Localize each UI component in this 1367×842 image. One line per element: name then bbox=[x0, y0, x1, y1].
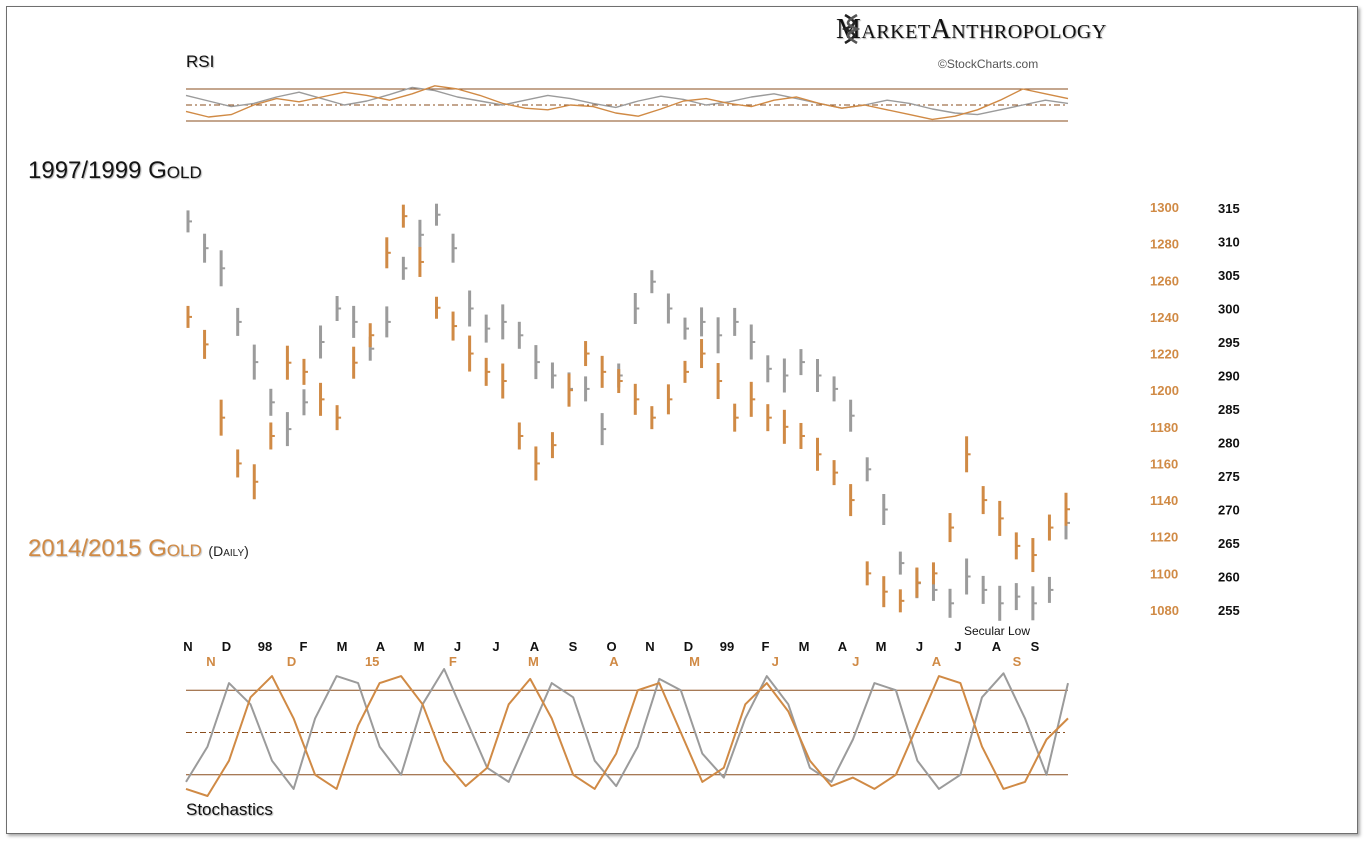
x-tick-2014-10: S bbox=[1013, 654, 1022, 669]
x-tick-1997-3: F bbox=[300, 639, 308, 654]
source-credit: ©StockCharts.com bbox=[938, 57, 1039, 71]
x-tick-1997-20: J bbox=[954, 639, 961, 654]
brand-logo: Market Anthropology bbox=[836, 14, 1107, 46]
stoch-series-1997 bbox=[185, 668, 1069, 790]
x-tick-1997-10: S bbox=[569, 639, 578, 654]
y-tick-2014-1140: 1140 bbox=[1150, 493, 1178, 508]
y-tick-2014-1280: 1280 bbox=[1150, 237, 1179, 252]
stoch-series-2014 bbox=[185, 675, 1069, 797]
rsi-series-2014 bbox=[185, 85, 1069, 121]
x-tick-1997-5: A bbox=[376, 639, 386, 654]
y-tick-2014-1180: 1180 bbox=[1150, 420, 1178, 435]
x-tick-2014-9: A bbox=[932, 654, 942, 669]
x-tick-1997-2: 98 bbox=[258, 639, 272, 654]
x-tick-1997-4: M bbox=[337, 639, 348, 654]
price-series-2014 bbox=[186, 204, 1070, 613]
x-tick-1997-12: N bbox=[645, 639, 654, 654]
brand-word-right: Anthropology bbox=[930, 14, 1107, 45]
y-tick-2014-1160: 1160 bbox=[1150, 456, 1178, 471]
x-tick-1997-21: A bbox=[992, 639, 1002, 654]
y-tick-2014-1300: 1300 bbox=[1150, 200, 1179, 215]
y-tick-1997-255: 255 bbox=[1218, 603, 1240, 618]
y-tick-2014-1220: 1220 bbox=[1150, 347, 1179, 362]
x-tick-1997-16: M bbox=[799, 639, 810, 654]
x-tick-2014-4: M bbox=[528, 654, 539, 669]
y-tick-1997-270: 270 bbox=[1218, 503, 1240, 518]
y-tick-1997-265: 265 bbox=[1218, 536, 1240, 551]
y-tick-1997-285: 285 bbox=[1218, 402, 1240, 417]
y-tick-1997-310: 310 bbox=[1218, 235, 1240, 250]
x-tick-2014-2: 15 bbox=[365, 654, 379, 669]
x-tick-1997-0: N bbox=[183, 639, 192, 654]
x-tick-2014-7: J bbox=[772, 654, 779, 669]
y-tick-1997-315: 315 bbox=[1218, 201, 1240, 216]
y-tick-1997-280: 280 bbox=[1218, 436, 1240, 451]
x-tick-2014-8: J bbox=[852, 654, 859, 669]
stoch-panel bbox=[185, 668, 1069, 797]
y-tick-2014-1260: 1260 bbox=[1150, 273, 1179, 288]
title-2014: 2014/2015 Gold (Daily) bbox=[28, 535, 249, 563]
y-tick-1997-260: 260 bbox=[1218, 570, 1240, 585]
x-tick-2014-1: D bbox=[287, 654, 296, 669]
y-tick-2014-1080: 1080 bbox=[1150, 603, 1179, 618]
x-tick-1997-11: O bbox=[606, 639, 616, 654]
dna-helix-icon bbox=[842, 14, 860, 44]
title-2014-main: 2014/2015 Gold bbox=[28, 535, 202, 562]
title-1997: 1997/1999 Gold bbox=[28, 157, 202, 184]
x-tick-2014-5: A bbox=[609, 654, 619, 669]
x-tick-2014-3: F bbox=[449, 654, 457, 669]
stochastics-label: Stochastics bbox=[186, 800, 273, 819]
x-tick-1997-18: M bbox=[876, 639, 887, 654]
y-tick-1997-300: 300 bbox=[1218, 302, 1240, 317]
x-tick-1997-9: A bbox=[530, 639, 540, 654]
x-tick-1997-8: J bbox=[492, 639, 499, 654]
y-tick-1997-290: 290 bbox=[1218, 369, 1240, 384]
y-tick-2014-1100: 1100 bbox=[1150, 566, 1178, 581]
rsi-panel bbox=[185, 85, 1069, 122]
y-tick-1997-305: 305 bbox=[1218, 268, 1240, 283]
x-tick-1997-15: F bbox=[762, 639, 770, 654]
x-tick-1997-7: J bbox=[454, 639, 461, 654]
rsi-series-1997 bbox=[185, 86, 1069, 116]
y-tick-2014-1120: 1120 bbox=[1150, 530, 1178, 545]
x-tick-2014-6: M bbox=[689, 654, 700, 669]
secular-low-annotation: Secular Low bbox=[964, 624, 1030, 638]
x-tick-1997-22: S bbox=[1031, 639, 1040, 654]
title-2014-sub: (Daily) bbox=[208, 543, 249, 559]
y-tick-2014-1240: 1240 bbox=[1150, 310, 1179, 325]
y-tick-1997-275: 275 bbox=[1218, 469, 1240, 484]
y-tick-1997-295: 295 bbox=[1218, 335, 1240, 350]
x-tick-2014-0: N bbox=[206, 654, 215, 669]
rsi-label: RSI bbox=[186, 52, 215, 71]
x-tick-1997-14: 99 bbox=[720, 639, 734, 654]
x-tick-1997-1: D bbox=[222, 639, 231, 654]
x-tick-1997-13: D bbox=[684, 639, 693, 654]
x-tick-1997-19: J bbox=[916, 639, 923, 654]
x-tick-1997-17: A bbox=[838, 639, 848, 654]
x-tick-1997-6: M bbox=[414, 639, 425, 654]
y-tick-2014-1200: 1200 bbox=[1150, 383, 1179, 398]
